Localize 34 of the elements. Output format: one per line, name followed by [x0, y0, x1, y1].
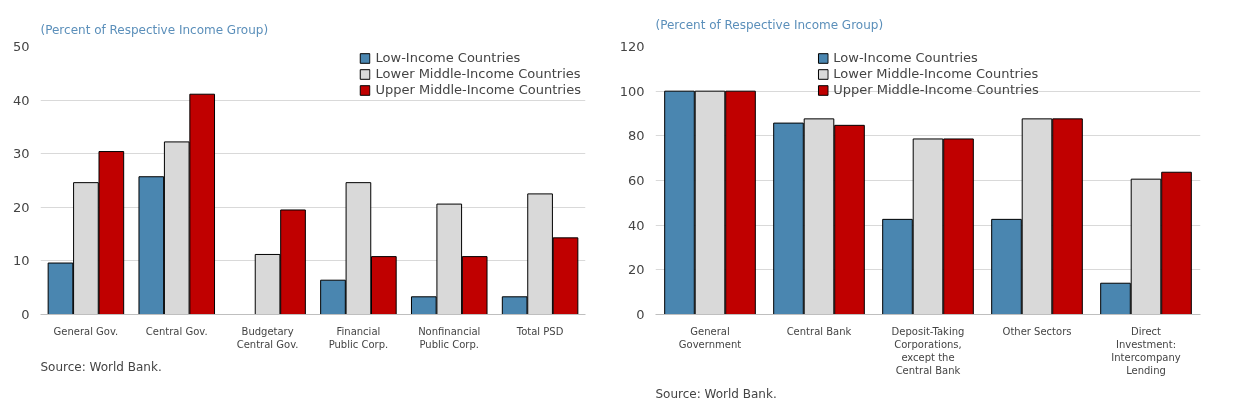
source-note: Source: World Bank. — [40, 359, 162, 374]
legend-label: Low-Income Countries — [833, 50, 978, 65]
legend-label: Lower Middle-Income Countries — [375, 66, 581, 81]
y-tick-label: 60 — [627, 173, 645, 188]
legend-label: Lower Middle-Income Countries — [833, 66, 1039, 81]
y-tick-label: 20 — [12, 199, 30, 215]
y-tick-label: 50 — [12, 39, 30, 54]
y-tick-label: 0 — [636, 307, 645, 322]
x-tick-label: Direct Investment: Intercompany Lending — [1111, 325, 1181, 377]
x-tick-label: General Gov. — [53, 325, 119, 337]
y-tick-label: 0 — [21, 307, 30, 322]
x-tick-label: Central Bank — [786, 325, 852, 337]
source-note: Source: World Bank. — [655, 386, 777, 401]
x-tick-label: Total PSD — [515, 325, 564, 337]
x-tick-label: Central Gov. — [145, 325, 208, 337]
legend-label: Low-Income Countries — [375, 50, 521, 65]
x-tick-label: Budgetary Central Gov. — [236, 325, 299, 350]
y-tick-label: 10 — [12, 253, 30, 269]
y-tick-label: 40 — [627, 217, 645, 233]
x-tick-label: Deposit-Taking Corporations, except the Central Bank — [891, 325, 965, 377]
x-tick-label: Financial Public Corp. — [328, 325, 389, 350]
y-tick-label: 20 — [627, 262, 645, 278]
chart-subtitle: (Percent of Respective Income Group) — [655, 17, 884, 32]
y-tick-label: 120 — [619, 39, 645, 54]
y-tick-label: 30 — [12, 146, 30, 162]
y-tick-label: 40 — [12, 92, 30, 108]
y-tick-label: 80 — [627, 128, 645, 144]
chart-subtitle: (Percent of Respective Income Group) — [40, 22, 269, 37]
y-tick-label: 100 — [619, 83, 645, 99]
legend-label: Upper Middle-Income Countries — [833, 82, 1039, 97]
legend-label: Upper Middle-Income Countries — [375, 82, 581, 97]
x-tick-label: Other Sectors — [1002, 325, 1072, 337]
x-tick-label: General Government — [678, 325, 742, 350]
x-tick-label: Nonfinancial Public Corp. — [418, 325, 481, 350]
